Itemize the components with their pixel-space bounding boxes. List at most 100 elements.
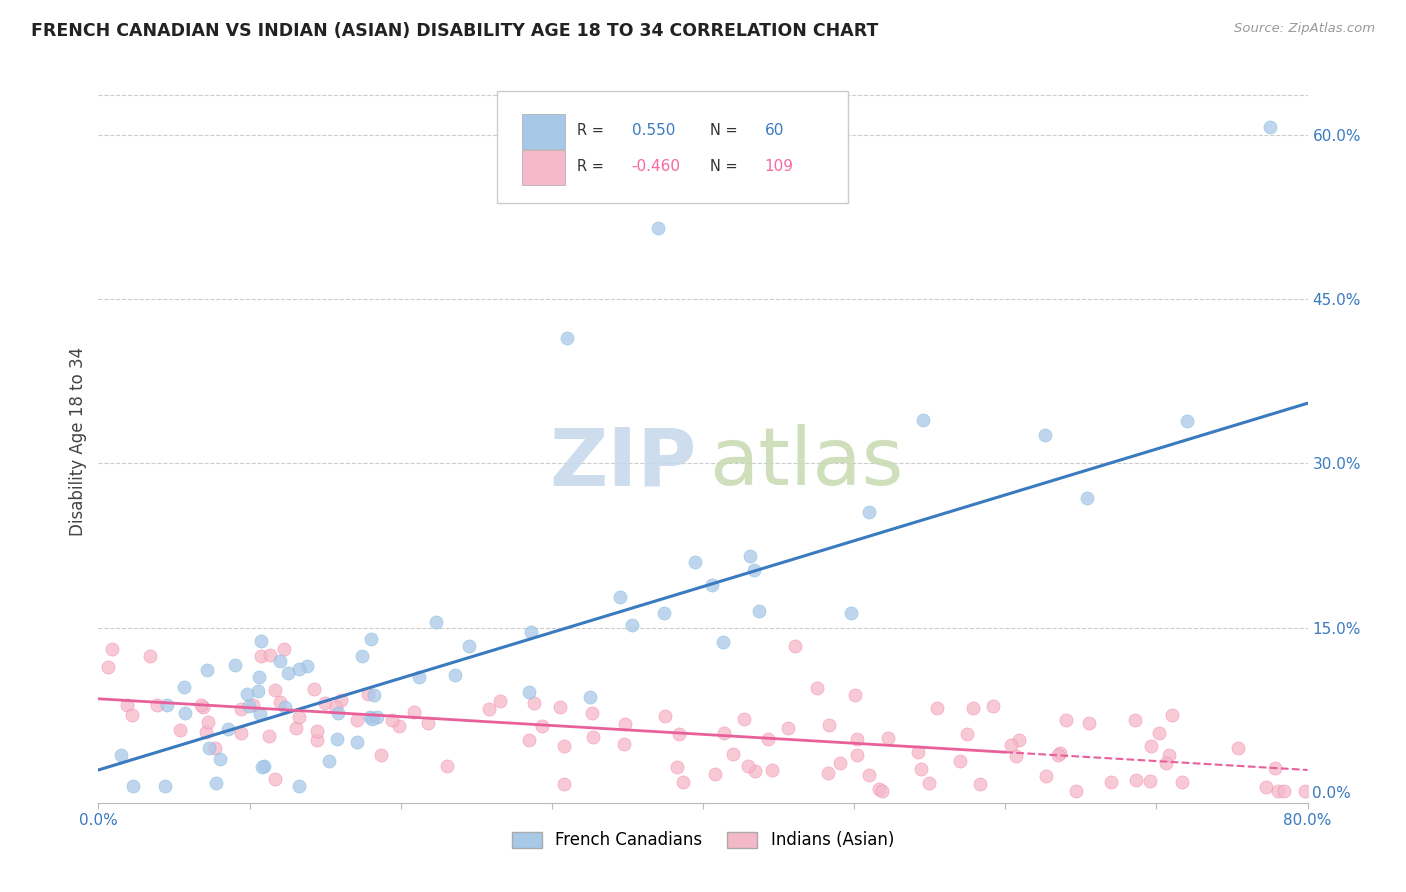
Text: N =: N = [710, 123, 738, 138]
Point [360, 632, 382, 646]
Point [288, 662, 311, 676]
Point [173, 680, 195, 694]
Point [224, 657, 246, 672]
Point [247, 684, 270, 698]
Point [122, 780, 145, 794]
Point [817, 766, 839, 780]
Point [907, 745, 929, 759]
Point [949, 754, 972, 768]
Point [1161, 707, 1184, 722]
Point [204, 740, 226, 755]
Point [97, 660, 120, 674]
Point [668, 727, 690, 741]
Point [517, 732, 540, 747]
Point [242, 698, 264, 713]
Point [520, 624, 543, 639]
Point [553, 739, 575, 754]
Point [370, 748, 392, 763]
Point [1008, 732, 1031, 747]
Point [1147, 726, 1170, 740]
Point [100, 641, 122, 656]
Point [609, 590, 631, 604]
Point [738, 549, 761, 563]
Point [194, 724, 217, 739]
Point [737, 759, 759, 773]
Point [553, 776, 575, 790]
Point [733, 712, 755, 726]
Point [346, 714, 368, 728]
Text: ZIP: ZIP [550, 425, 697, 502]
Text: -0.460: -0.460 [631, 160, 681, 175]
Point [756, 731, 779, 746]
Point [326, 732, 349, 747]
Text: R =: R = [578, 160, 605, 175]
Point [284, 721, 307, 735]
Point [307, 733, 329, 747]
Point [277, 665, 299, 680]
Point [1258, 120, 1281, 135]
Point [744, 764, 766, 779]
Point [235, 687, 257, 701]
FancyBboxPatch shape [522, 150, 565, 185]
Text: 109: 109 [765, 160, 793, 175]
Point [190, 698, 212, 713]
Point [1171, 775, 1194, 789]
Point [314, 696, 336, 710]
Point [257, 729, 280, 743]
Point [1123, 713, 1146, 727]
Point [910, 762, 932, 776]
Legend: French Canadians, Indians (Asian): French Canadians, Indians (Asian) [505, 824, 901, 856]
Point [1294, 784, 1316, 798]
Point [1078, 715, 1101, 730]
Point [209, 752, 232, 766]
Text: FRENCH CANADIAN VS INDIAN (ASIAN) DISABILITY AGE 18 TO 34 CORRELATION CHART: FRENCH CANADIAN VS INDIAN (ASIAN) DISABI… [31, 22, 879, 40]
Point [307, 723, 329, 738]
Point [388, 719, 411, 733]
Point [776, 721, 799, 735]
Point [917, 776, 939, 790]
Point [868, 782, 890, 797]
Point [1256, 780, 1278, 794]
Point [488, 694, 510, 708]
Point [877, 731, 900, 746]
Point [329, 693, 352, 707]
Point [325, 699, 347, 714]
Point [846, 732, 869, 747]
Point [139, 648, 162, 663]
Point [1049, 746, 1071, 760]
Point [361, 712, 384, 726]
Point [408, 670, 430, 684]
Point [436, 759, 458, 773]
Point [269, 695, 291, 709]
Point [1064, 784, 1087, 798]
Point [748, 604, 770, 618]
Point [844, 688, 866, 702]
Point [1033, 428, 1056, 442]
Point [478, 702, 501, 716]
Point [273, 641, 295, 656]
Point [685, 555, 707, 569]
Point [1226, 740, 1249, 755]
Point [1035, 769, 1057, 783]
Point [721, 747, 744, 761]
Point [346, 735, 368, 749]
Point [198, 741, 221, 756]
Point [274, 700, 297, 714]
Point [288, 780, 311, 794]
Point [350, 648, 373, 663]
Point [1076, 491, 1098, 506]
Point [173, 706, 195, 720]
Point [217, 722, 239, 736]
Point [582, 730, 605, 744]
Point [713, 635, 735, 649]
Point [1264, 761, 1286, 775]
Point [229, 702, 252, 716]
Point [238, 699, 260, 714]
Point [858, 505, 880, 519]
Point [197, 714, 219, 729]
Point [912, 413, 935, 427]
Point [1000, 738, 1022, 752]
Point [613, 737, 636, 751]
Point [264, 682, 287, 697]
Point [703, 767, 725, 781]
